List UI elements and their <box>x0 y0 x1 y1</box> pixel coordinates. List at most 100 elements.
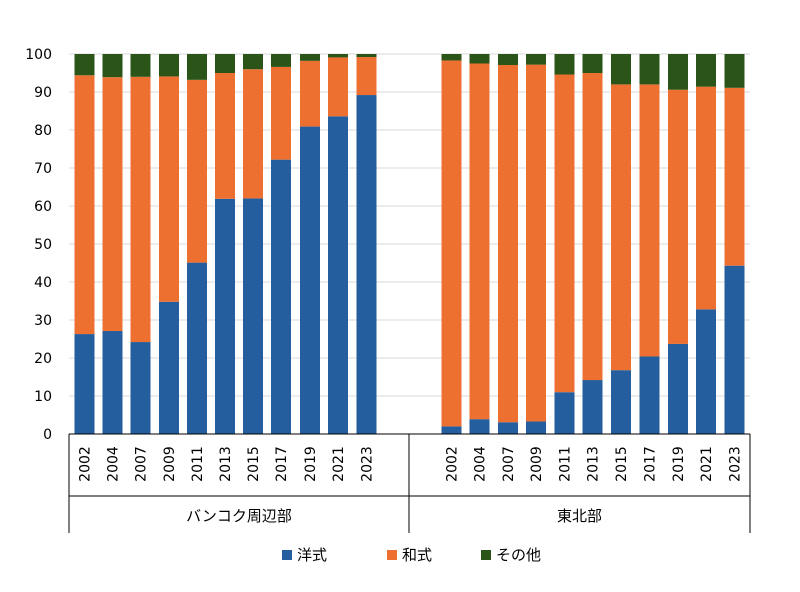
legend-swatch <box>481 550 491 560</box>
bar-segment-和式-東北部-2023 <box>724 87 745 266</box>
bar-segment-和式-東北部-2015 <box>611 84 631 371</box>
x-tick-label: 2011 <box>558 446 574 482</box>
bar-segment-和式-バンコク周辺部-2015 <box>243 69 263 199</box>
bar-segment-洋式-バンコク周辺部-2002 <box>74 334 95 434</box>
bar-segment-洋式-東北部-2021 <box>696 309 716 434</box>
x-tick-label: 2017 <box>643 446 659 482</box>
bar-segment-洋式-バンコク周辺部-2023 <box>356 95 377 434</box>
bar-segment-その他-バンコク周辺部-2004 <box>102 54 123 78</box>
x-tick-label: 2017 <box>274 446 290 482</box>
bar-segment-和式-バンコク周辺部-2004 <box>102 77 123 332</box>
bar-segment-その他-東北部-2013 <box>582 54 603 73</box>
bar-segment-その他-東北部-2009 <box>526 54 546 65</box>
y-tick-label: 80 <box>34 123 52 139</box>
bar-segment-和式-バンコク周辺部-2023 <box>356 57 377 96</box>
bar-segment-和式-バンコク周辺部-2011 <box>187 79 207 263</box>
bar-segment-和式-東北部-2007 <box>498 65 518 423</box>
bar-segment-和式-バンコク周辺部-2013 <box>215 73 235 199</box>
bar-segment-その他-東北部-2019 <box>668 54 688 90</box>
bar-segment-洋式-東北部-2017 <box>639 356 660 434</box>
bar-segment-和式-東北部-2011 <box>554 74 575 393</box>
bar-segment-洋式-東北部-2019 <box>668 343 688 434</box>
bar-segment-和式-東北部-2009 <box>526 64 546 422</box>
legend-label: その他 <box>496 546 541 564</box>
y-tick-label: 70 <box>34 161 52 177</box>
bar-segment-洋式-東北部-2002 <box>441 426 462 434</box>
bar-segment-和式-バンコク周辺部-2009 <box>159 76 179 302</box>
bar-segment-その他-バンコク周辺部-2002 <box>74 54 95 76</box>
bar-segment-和式-東北部-2002 <box>441 60 462 427</box>
bar-segment-その他-東北部-2023 <box>724 54 745 88</box>
bar-segment-洋式-東北部-2004 <box>469 419 490 434</box>
bar-segment-和式-バンコク周辺部-2007 <box>130 76 151 343</box>
bar-segment-その他-バンコク周辺部-2009 <box>159 54 179 77</box>
y-axis-ticks: 0 10 20 30 40 50 60 70 80 90 100 <box>25 47 52 443</box>
bar-segment-その他-バンコク周辺部-2023 <box>356 54 377 58</box>
bar-segment-その他-東北部-2007 <box>498 54 518 66</box>
x-tick-label: 2019 <box>303 446 319 482</box>
y-tick-label: 40 <box>34 275 52 291</box>
legend-swatch <box>387 550 397 560</box>
bar-segment-その他-東北部-2015 <box>611 54 631 85</box>
y-tick-label: 100 <box>25 47 52 63</box>
y-tick-label: 30 <box>34 313 52 329</box>
bar-segment-その他-東北部-2011 <box>554 54 575 75</box>
bar-segment-洋式-東北部-2011 <box>554 392 575 434</box>
y-tick-label: 50 <box>34 237 52 253</box>
bar-segment-洋式-バンコク周辺部-2021 <box>328 116 348 434</box>
x-tick-label: 2023 <box>360 446 376 482</box>
x-tick-label: 2009 <box>162 446 178 482</box>
y-tick-label: 60 <box>34 199 52 215</box>
legend: 洋式 和式 その他 <box>282 546 541 564</box>
bar-segment-和式-東北部-2013 <box>582 73 603 381</box>
x-tick-label: 2011 <box>190 446 206 482</box>
axes <box>68 433 751 533</box>
bar-segment-その他-東北部-2021 <box>696 54 716 87</box>
bar-segment-和式-東北部-2021 <box>696 86 716 310</box>
bar-segment-洋式-バンコク周辺部-2009 <box>159 301 179 434</box>
x-tick-label: 2009 <box>529 446 545 482</box>
bar-segment-その他-東北部-2002 <box>441 54 462 61</box>
y-tick-label: 10 <box>34 389 52 405</box>
legend-label: 和式 <box>402 546 432 564</box>
x-tick-label: 2021 <box>699 446 715 482</box>
y-tick-label: 0 <box>43 427 52 443</box>
x-tick-label: 2013 <box>586 446 602 482</box>
bar-segment-その他-バンコク周辺部-2017 <box>271 54 291 67</box>
bar-segment-その他-バンコク周辺部-2019 <box>300 54 320 61</box>
bar-segment-洋式-東北部-2013 <box>582 380 603 434</box>
bar-segment-和式-バンコク周辺部-2021 <box>328 57 348 117</box>
x-tick-label: 2007 <box>501 446 517 482</box>
bar-segment-洋式-バンコク周辺部-2007 <box>130 342 151 434</box>
bar-segment-その他-バンコク周辺部-2015 <box>243 54 263 70</box>
x-tick-label: 2007 <box>134 446 150 482</box>
group-label: 東北部 <box>557 507 602 525</box>
bar-segment-その他-バンコク周辺部-2013 <box>215 54 235 73</box>
bar-segment-洋式-東北部-2023 <box>724 265 745 434</box>
x-tick-label: 2015 <box>614 446 630 482</box>
y-tick-label: 20 <box>34 351 52 367</box>
gridlines <box>69 53 750 397</box>
bar-segment-その他-バンコク周辺部-2021 <box>328 54 348 58</box>
bar-segment-その他-バンコク周辺部-2007 <box>130 54 151 77</box>
group-label: バンコク周辺部 <box>186 507 292 525</box>
x-tick-label: 2021 <box>331 446 347 482</box>
x-tick-label: 2023 <box>728 446 744 482</box>
bar-segment-和式-東北部-2004 <box>469 63 490 420</box>
x-tick-label: 2002 <box>445 446 461 482</box>
bar-segment-洋式-バンコク周辺部-2004 <box>102 331 123 434</box>
y-tick-label: 90 <box>34 85 52 101</box>
bar-segment-和式-バンコク周辺部-2017 <box>271 66 291 160</box>
group-labels: バンコク周辺部 東北部 <box>186 507 602 525</box>
bar-segment-洋式-バンコク周辺部-2015 <box>243 198 263 434</box>
bar-segment-洋式-東北部-2009 <box>526 421 546 434</box>
bar-segment-和式-東北部-2017 <box>639 84 660 357</box>
bar-segment-その他-東北部-2004 <box>469 54 490 64</box>
x-tick-label: 2019 <box>671 446 687 482</box>
x-tick-label: 2015 <box>246 446 262 482</box>
bar-segment-洋式-バンコク周辺部-2011 <box>187 262 207 434</box>
x-axis-ticks: 2002 2004 2007 2009 2011 2013 2015 2017 2019 2021… <box>78 446 744 482</box>
bar-segment-和式-東北部-2019 <box>668 89 688 344</box>
